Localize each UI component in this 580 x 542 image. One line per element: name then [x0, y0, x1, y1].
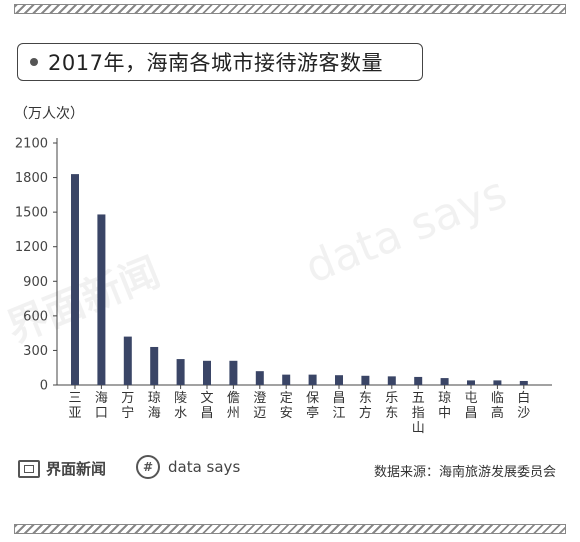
bar — [123, 336, 132, 385]
chart-title: 2017年，海南各城市接待游客数量 — [48, 51, 383, 75]
y-tick-label: 600 — [23, 309, 48, 324]
x-tick-label: 临高 — [491, 391, 504, 421]
bar — [97, 214, 106, 385]
bar — [361, 375, 370, 385]
bar — [414, 376, 423, 385]
top-stripe — [14, 4, 566, 14]
x-tick-label: 五指山 — [412, 391, 425, 436]
datasays-logo: # data says — [136, 455, 240, 479]
y-tick-label: 300 — [23, 344, 48, 359]
hash-circle-icon: # — [136, 455, 160, 479]
bar — [493, 380, 502, 385]
bar — [255, 371, 264, 385]
bar — [71, 174, 79, 385]
x-tick-label: 三亚 — [68, 391, 81, 421]
x-tick-label: 万宁 — [121, 391, 134, 421]
y-tick-label: 1500 — [15, 206, 48, 221]
x-tick-label: 海口 — [95, 391, 108, 421]
title-box: 2017年，海南各城市接待游客数量 — [17, 43, 423, 81]
data-source: 数据来源：海南旅游发展委员会 — [373, 465, 556, 480]
bar — [387, 376, 396, 385]
brand-name: 界面新闻 — [46, 460, 107, 478]
y-tick-label: 1200 — [15, 240, 48, 255]
y-tick-label: 0 — [40, 379, 48, 394]
brand-logo-icon — [18, 459, 40, 478]
x-tick-label: 东方 — [359, 391, 372, 421]
bar — [229, 360, 238, 385]
x-tick-label: 定安 — [280, 391, 293, 421]
datasays-text: data says — [168, 458, 241, 476]
x-tick-label: 琼中 — [438, 391, 451, 421]
bullet-icon — [30, 58, 38, 66]
bar — [203, 360, 211, 385]
bar — [467, 380, 475, 385]
x-tick-label: 昌江 — [332, 391, 345, 421]
x-tick-label: 陵水 — [174, 391, 187, 421]
y-tick-label: 900 — [23, 275, 48, 290]
x-tick-label: 琼海 — [148, 391, 161, 421]
bar — [519, 380, 528, 385]
y-axis-unit: （万人次） — [14, 106, 84, 122]
x-tick-label: 文昌 — [200, 391, 213, 421]
brand-logo: 界面新闻 — [18, 458, 106, 479]
bar — [440, 378, 449, 385]
bottom-stripe — [14, 524, 566, 534]
bar — [282, 374, 291, 385]
bar — [308, 374, 317, 385]
x-tick-label: 保亭 — [306, 391, 319, 421]
bar — [176, 359, 185, 385]
y-tick-label: 1800 — [15, 171, 48, 186]
bar — [150, 346, 159, 385]
x-tick-label: 儋州 — [227, 391, 240, 421]
bar-chart: 0 300 600 900 1200 1500 1800 2100 三亚海口万宁琼海陵水文昌儋州… — [15, 137, 552, 436]
y-tick-label: 2100 — [15, 137, 48, 152]
x-tick-label: 屯昌 — [464, 391, 477, 421]
x-tick-label: 白沙 — [517, 390, 530, 421]
x-tick-label: 乐东 — [385, 391, 398, 421]
bar — [335, 375, 343, 385]
x-tick-label: 澄迈 — [253, 391, 266, 421]
